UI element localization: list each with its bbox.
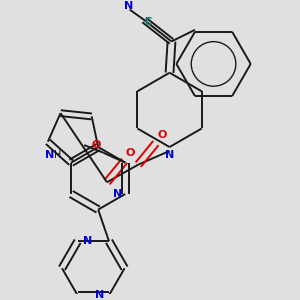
Text: O: O (157, 130, 166, 140)
Text: N: N (83, 236, 92, 246)
Text: N: N (165, 150, 174, 160)
Text: N: N (94, 290, 104, 300)
Text: H: H (54, 150, 61, 161)
Text: C: C (144, 17, 152, 27)
Text: N: N (45, 150, 54, 161)
Text: O: O (126, 148, 135, 158)
Text: N: N (113, 189, 122, 199)
Text: O: O (91, 140, 101, 150)
Text: N: N (124, 1, 133, 11)
